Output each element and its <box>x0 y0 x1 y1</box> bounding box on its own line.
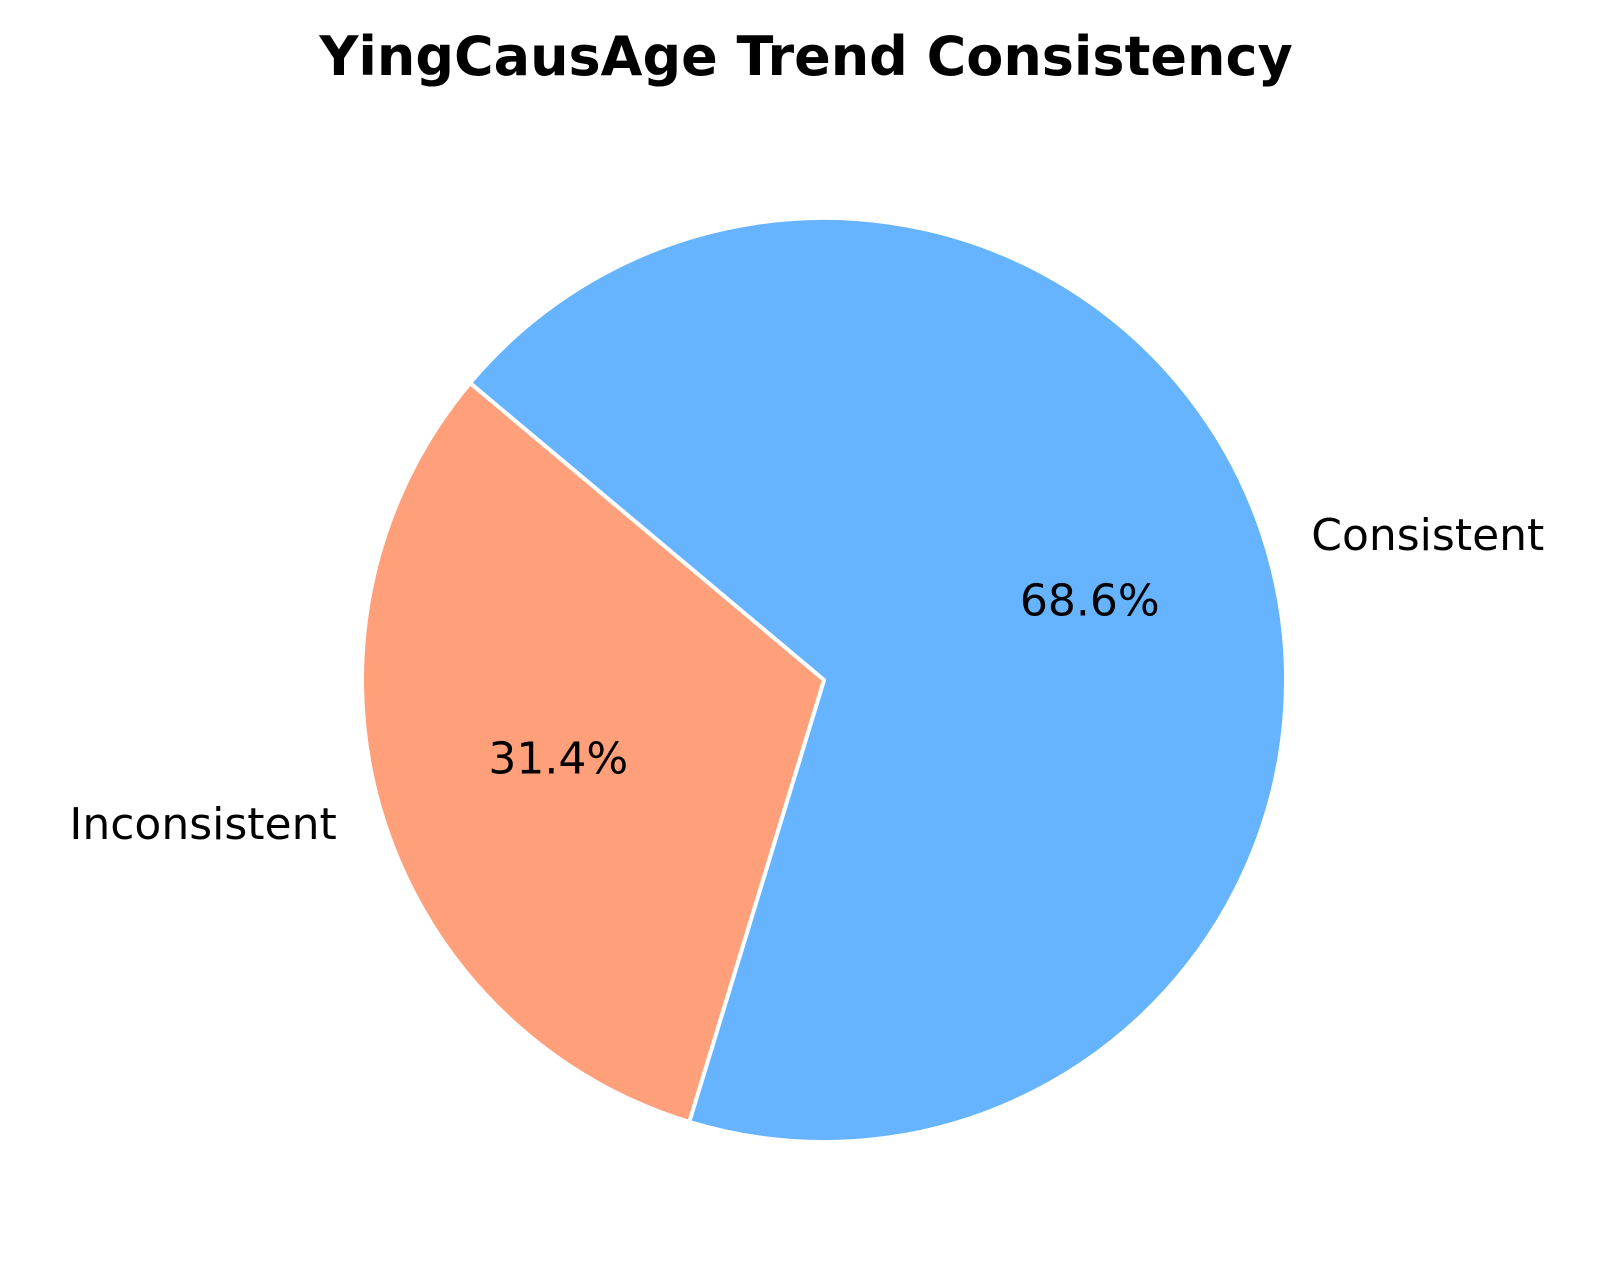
percent-label-consistent: 68.6% <box>1020 576 1160 627</box>
slices-layer <box>359 216 1288 1144</box>
percent-label-inconsistent: 31.4% <box>488 733 628 784</box>
slice-label-consistent: Consistent <box>1311 510 1544 561</box>
pie-slice-consistent <box>468 216 1288 1144</box>
pie-slice-inconsistent <box>359 381 826 1124</box>
chart-title: YingCausAge Trend Consistency <box>318 25 1292 88</box>
labels-layer: Consistent 68.6% Inconsistent 31.4% <box>69 510 1544 850</box>
slice-label-inconsistent: Inconsistent <box>69 799 336 850</box>
